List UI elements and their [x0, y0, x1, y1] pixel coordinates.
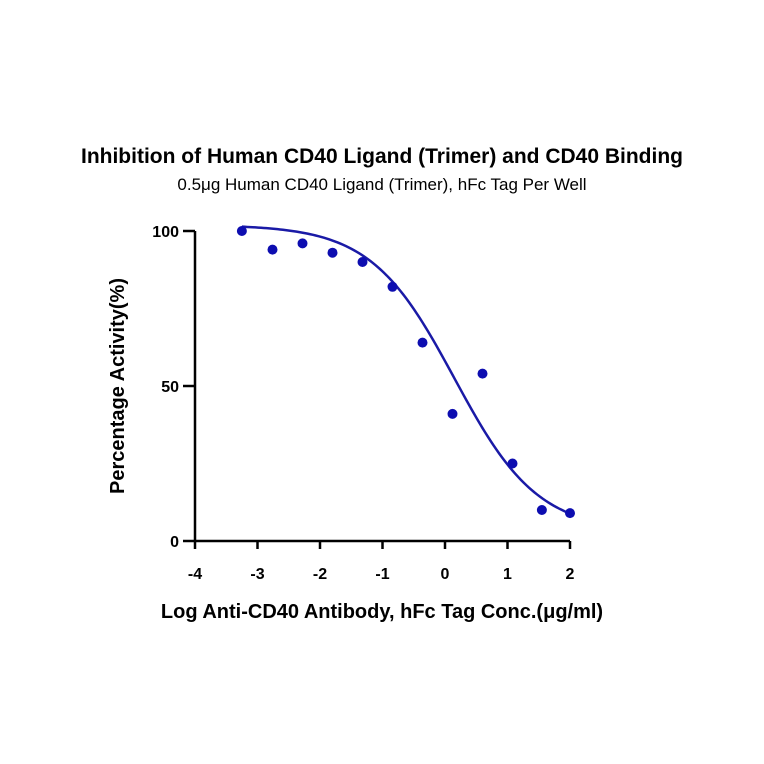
data-point — [536, 505, 547, 515]
chart-title: Inhibition of Human CD40 Ligand (Trimer)… — [81, 145, 683, 168]
data-point — [297, 238, 308, 249]
x-tick-label: 2 — [566, 566, 575, 583]
x-axis-ticks: -4 -3 -2 -1 0 1 2 — [188, 541, 575, 583]
y-tick-label: 100 — [152, 224, 179, 241]
data-point — [507, 458, 518, 469]
data-points — [236, 226, 575, 519]
x-tick-label: -1 — [375, 566, 389, 583]
data-point — [357, 257, 368, 267]
x-tick-label: 1 — [503, 566, 512, 583]
x-tick-label: 0 — [441, 566, 450, 583]
data-point — [565, 508, 575, 519]
data-point — [417, 337, 428, 348]
data-point — [477, 368, 488, 379]
x-tick-label: -2 — [313, 566, 327, 583]
y-tick-label: 50 — [161, 379, 179, 396]
chart-subtitle: 0.5μg Human CD40 Ligand (Trimer), hFc Ta… — [177, 175, 586, 194]
y-axis-label: Percentage Activity(%) — [107, 278, 129, 494]
data-point — [236, 226, 247, 236]
x-tick-label: -4 — [188, 566, 202, 583]
data-point — [387, 281, 398, 292]
x-axis-label: Log Anti-CD40 Antibody, hFc Tag Conc.(μg… — [161, 601, 603, 623]
y-tick-label: 0 — [170, 534, 179, 551]
y-axis-ticks: 0 50 100 — [152, 224, 195, 551]
data-point — [267, 244, 278, 255]
fit-curve — [241, 225, 571, 515]
data-point — [327, 247, 338, 258]
x-tick-label: -3 — [250, 566, 264, 583]
data-point — [447, 408, 458, 419]
